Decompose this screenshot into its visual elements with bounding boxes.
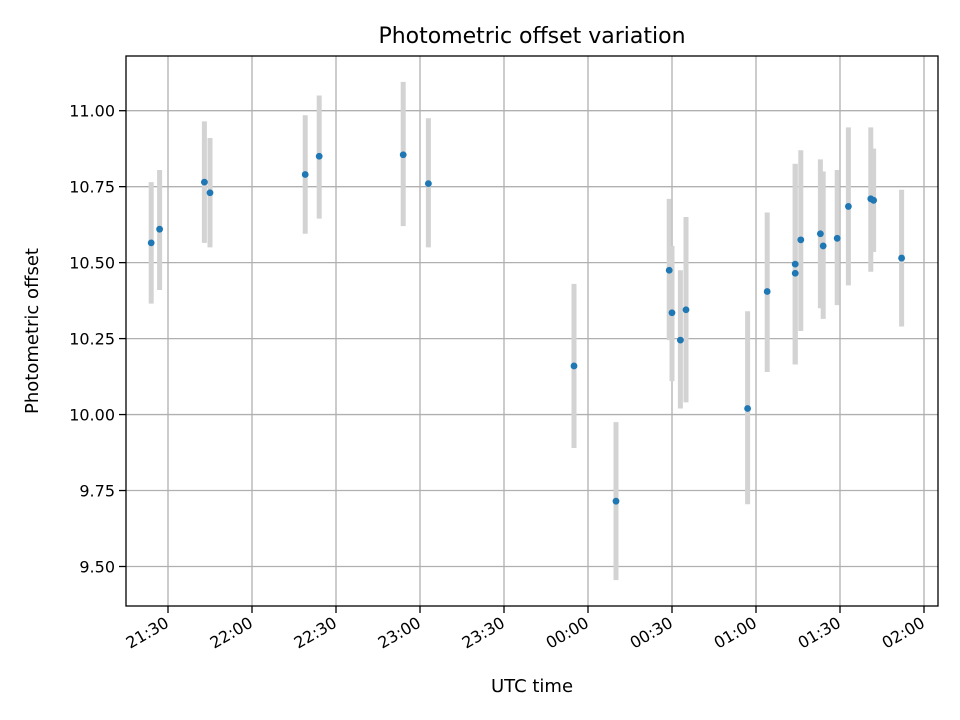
data-point — [791, 260, 799, 268]
y-axis-ticks: 9.50 9.75 10.00 10.25 10.50 10.75 11.00 — [69, 102, 126, 576]
x-axis-label: UTC time — [491, 676, 573, 697]
data-point — [206, 189, 214, 197]
data-point — [301, 171, 309, 178]
grid-lines — [126, 56, 938, 606]
y-tick-label: 10.50 — [69, 254, 115, 273]
y-tick-label: 10.25 — [69, 330, 115, 349]
data-point — [668, 309, 676, 317]
data-point — [797, 236, 805, 244]
data-point — [570, 362, 578, 370]
data-point — [682, 306, 690, 314]
data-point — [817, 230, 824, 238]
y-tick-label: 10.00 — [69, 406, 115, 425]
data-point — [744, 405, 751, 412]
data-point — [147, 239, 155, 247]
y-tick-label: 10.75 — [69, 178, 115, 197]
data-point — [315, 152, 323, 160]
data-point — [819, 242, 827, 250]
data-point — [201, 178, 208, 186]
data-point — [833, 234, 841, 242]
data-point — [791, 269, 799, 277]
axes-frame — [125, 55, 939, 607]
data-point — [870, 196, 877, 204]
data-point — [425, 180, 432, 188]
data-point — [845, 203, 852, 210]
y-tick-label: 9.50 — [79, 557, 115, 576]
y-axis-label: Photometric offset — [22, 248, 43, 414]
y-tick-label: 9.75 — [79, 482, 115, 501]
data-point — [665, 266, 673, 274]
data-point — [399, 151, 407, 159]
data-point — [156, 225, 164, 233]
data-point — [898, 254, 905, 262]
data-point — [612, 497, 620, 505]
y-tick-label: 11.00 — [69, 102, 115, 121]
data-point — [763, 288, 771, 295]
data-points — [147, 151, 905, 505]
chart-title: Photometric offset variation — [378, 24, 685, 49]
data-point — [677, 336, 684, 344]
